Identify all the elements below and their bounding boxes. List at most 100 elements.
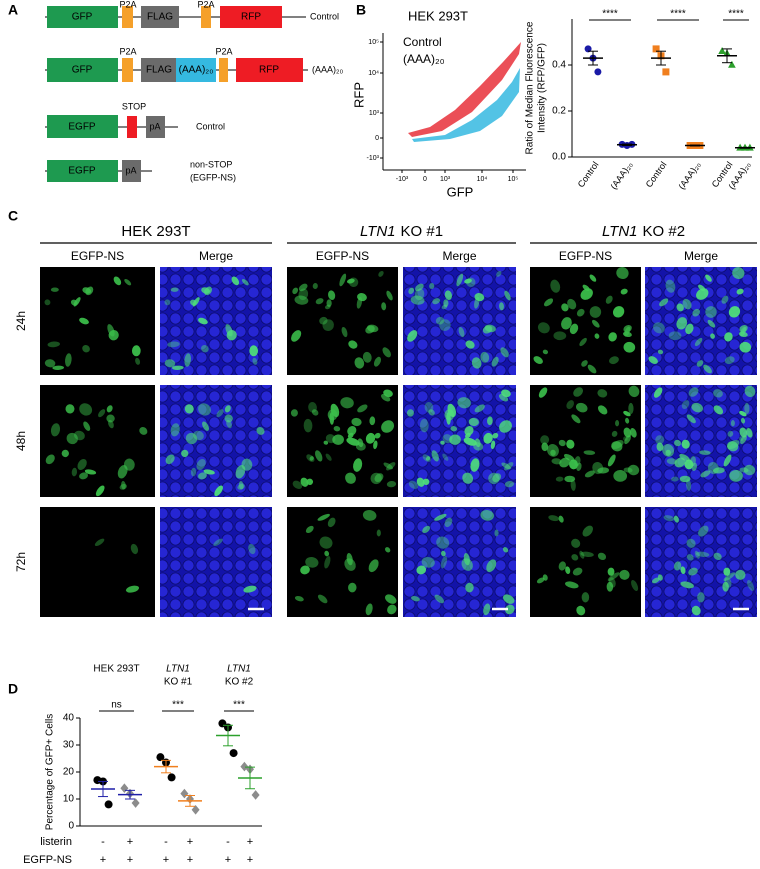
x-tick-label: 10⁴: [477, 176, 488, 183]
cell: [699, 450, 711, 455]
cell: [135, 357, 141, 365]
cell: [686, 538, 696, 548]
cell: [567, 298, 577, 310]
cell: [117, 465, 128, 479]
cell: [657, 574, 663, 581]
row-value: -: [226, 836, 230, 848]
cell: [249, 345, 259, 357]
cell: [671, 476, 679, 482]
cell: [204, 286, 213, 296]
cell: [444, 409, 455, 421]
cell: [576, 308, 585, 317]
cell: [623, 341, 636, 353]
cell: [674, 457, 686, 468]
cell: [319, 536, 333, 549]
time-label: 24h: [14, 311, 28, 331]
micrograph: [645, 267, 757, 375]
cell: [443, 299, 449, 307]
micrograph: [160, 385, 272, 497]
cell: [422, 525, 431, 534]
cell: [622, 331, 632, 338]
cell: [685, 323, 694, 335]
cell: [728, 306, 741, 318]
x-tick-label: 0: [423, 176, 427, 183]
cell: [491, 356, 499, 367]
error-bar: [690, 144, 700, 147]
cell: [312, 283, 318, 290]
cell: [457, 397, 471, 409]
cell: [50, 423, 61, 437]
cell: [434, 594, 445, 604]
cell: [381, 420, 395, 433]
cell: [243, 585, 257, 593]
sig-label: ****: [728, 9, 744, 20]
cell: [374, 432, 381, 439]
cell: [70, 299, 78, 306]
cell: [630, 427, 637, 438]
cell: [579, 337, 587, 347]
cell: [723, 454, 732, 467]
cell: [184, 404, 194, 414]
flag-block: [141, 6, 179, 28]
cell: [698, 525, 709, 537]
cell: [365, 432, 376, 444]
cell: [625, 417, 630, 424]
cell: [732, 267, 745, 280]
block-label: RFP: [259, 65, 279, 76]
error-bar: [740, 146, 750, 149]
cell: [682, 298, 692, 310]
cell: [440, 555, 448, 569]
cell: [553, 331, 567, 341]
cell: [124, 279, 132, 286]
pa-block: [122, 160, 141, 182]
cell: [362, 351, 372, 363]
cell: [483, 603, 491, 616]
cell: [651, 577, 660, 584]
cell: [494, 529, 499, 537]
cell: [615, 420, 620, 427]
cell: [348, 582, 357, 593]
p2a-block: [122, 6, 133, 28]
cell: [339, 273, 347, 287]
cell: [94, 538, 105, 547]
cell: [724, 356, 735, 365]
cell: [294, 295, 309, 305]
cell: [657, 349, 664, 355]
data-point: [584, 45, 592, 53]
cell: [663, 515, 675, 522]
cell: [659, 298, 669, 307]
pa-block: [146, 116, 165, 138]
cell: [408, 480, 419, 489]
cell: [415, 283, 424, 292]
cell: [123, 458, 135, 471]
p2a-block: [122, 58, 133, 82]
cell: [119, 483, 127, 490]
cell: [698, 284, 706, 292]
cell: [655, 435, 665, 445]
y-tick-label: 30: [63, 740, 75, 751]
cell: [505, 604, 515, 615]
row-value: -: [101, 836, 105, 848]
cell: [198, 317, 208, 325]
sig-label: ****: [602, 9, 618, 20]
cell: [373, 440, 378, 450]
cell: [589, 274, 597, 282]
legend-entry: Control: [403, 35, 442, 49]
cell: [676, 303, 684, 312]
cell: [740, 417, 746, 424]
cell: [589, 306, 602, 318]
construct-label: Control: [310, 11, 339, 21]
cell: [386, 481, 397, 488]
cell: [558, 439, 566, 447]
cell: [416, 565, 427, 575]
cell: [499, 302, 504, 311]
cell: [185, 432, 198, 445]
cell: [213, 538, 223, 547]
row-value: +: [247, 854, 253, 866]
cell: [540, 435, 550, 445]
cell: [385, 594, 397, 604]
cell: [591, 319, 600, 328]
cell: [382, 347, 391, 358]
cell: [95, 485, 105, 497]
cell: [713, 405, 724, 415]
